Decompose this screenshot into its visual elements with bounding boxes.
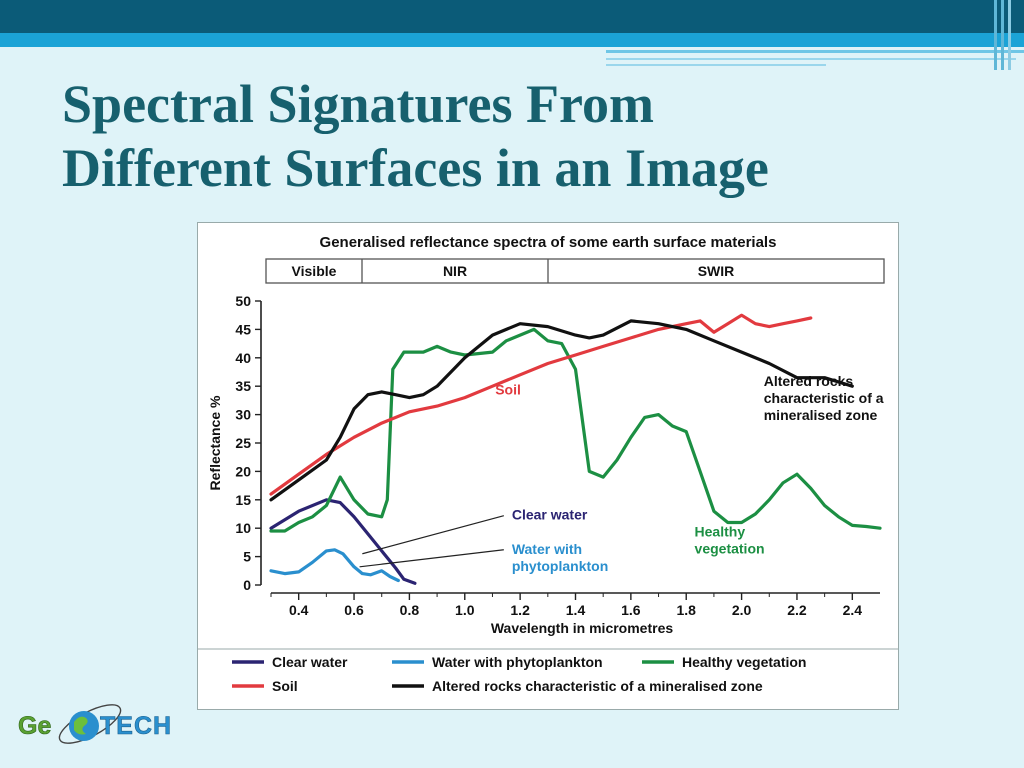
annotation-line: Altered rocks	[764, 373, 854, 389]
series-line-altered-rocks-characteristic-of-a-mineralised-zone	[269, 319, 854, 502]
x-tick-label: 1.6	[621, 602, 641, 618]
annotation-line: vegetation	[695, 541, 765, 557]
banner-right-stripes	[1008, 0, 1011, 70]
banner-right-stripes	[994, 0, 997, 70]
banner-accent-line	[606, 50, 1024, 53]
annotation-line: phytoplankton	[512, 558, 608, 574]
reflectance-chart: Generalised reflectance spectra of some …	[198, 234, 898, 694]
annotation-line: Healthy	[695, 524, 746, 540]
annotation-healthy-vegetation: Healthy vegetation	[695, 524, 765, 557]
y-tick-label: 25	[235, 435, 251, 451]
banner-dark-band	[0, 0, 1024, 33]
legend-label-altered-rocks-characteristic-of-a-mineralised-zone: Altered rocks characteristic of a minera…	[432, 678, 763, 694]
chart-figure: Generalised reflectance spectra of some …	[197, 222, 899, 710]
x-tick-label: 0.6	[344, 602, 364, 618]
y-tick-label: 45	[235, 321, 251, 337]
data-series	[269, 313, 882, 585]
title-line-1: Spectral Signatures From	[62, 74, 654, 134]
y-tick-label: 5	[243, 549, 251, 565]
legend-label-healthy-vegetation: Healthy vegetation	[682, 654, 806, 670]
y-tick-label: 30	[235, 407, 251, 423]
axes: 0 5 10 15 20 25 30 35 40 45 50 0.4 0.6 0.8 1.0 1.2 1.4 1.…	[207, 293, 880, 636]
banner-accent-line	[606, 58, 1016, 60]
legend: Clear water Water with phytoplankton Healt…	[232, 654, 806, 694]
annotation-pointer	[362, 515, 504, 555]
region-nir: NIR	[443, 263, 467, 279]
x-tick-label: 0.8	[400, 602, 420, 618]
x-tick-label: 2.4	[843, 602, 863, 618]
x-tick-label: 0.4	[289, 602, 309, 618]
x-tick-label: 1.4	[566, 602, 586, 618]
annotation-line: Clear water	[512, 507, 588, 523]
y-tick-label: 50	[235, 293, 251, 309]
series-line-clear-water	[269, 498, 417, 585]
x-tick-label: 1.0	[455, 602, 475, 618]
geotech-logo: Ge TECH	[18, 704, 172, 744]
y-tick-label: 20	[235, 463, 251, 479]
y-tick-label: 10	[235, 520, 251, 536]
series-line-healthy-vegetation	[269, 327, 882, 533]
x-tick-label: 2.2	[787, 602, 807, 618]
annotation-line: mineralised zone	[764, 407, 878, 423]
regions-box	[265, 258, 885, 284]
y-tick-label: 35	[235, 378, 251, 394]
x-tick-label: 1.2	[510, 602, 530, 618]
x-tick-label: 2.0	[732, 602, 752, 618]
region-swir: SWIR	[698, 263, 735, 279]
annotation-line: characteristic of a	[764, 390, 884, 406]
legend-label-soil: Soil	[272, 678, 298, 694]
banner-right-stripes	[1001, 0, 1004, 70]
x-axis-label: Wavelength in micrometres	[491, 620, 674, 636]
banner-accent-line	[606, 64, 826, 66]
series-line-soil	[269, 313, 813, 496]
title-line-2: Different Surfaces in an Image	[62, 138, 769, 198]
slide-title: Spectral Signatures From Different Surfa…	[62, 72, 982, 200]
chart-title: Generalised reflectance spectra of some …	[320, 234, 777, 251]
y-tick-label: 0	[243, 577, 251, 593]
top-banner	[0, 0, 1024, 70]
y-tick-label: 40	[235, 350, 251, 366]
region-visible: Visible	[292, 263, 337, 279]
annotation-pointer	[359, 549, 504, 568]
banner-light-band	[0, 33, 1024, 47]
annotation-line: Water with	[512, 541, 582, 557]
annotation-soil: Soil	[495, 382, 521, 398]
globe-land	[74, 716, 88, 735]
y-tick-label: 15	[235, 492, 251, 508]
annotations: Soil Altered rocks characteristic of a mine…	[359, 373, 884, 574]
annotation-altered-rocks-characteristic-of-a-mineralised-zone: Altered rocks characteristic of a minerali…	[764, 373, 884, 423]
legend-label-water-with-phytoplankton: Water with phytoplankton	[432, 654, 603, 670]
annotation-water-with-phytoplankton: Water with phytoplankton	[512, 541, 608, 574]
annotation-line: Soil	[495, 382, 521, 398]
series-line-water-with-phytoplankton	[269, 548, 400, 583]
annotation-clear-water: Clear water	[512, 507, 588, 523]
logo-text-right: TECH	[100, 712, 172, 740]
x-tick-label: 1.8	[676, 602, 696, 618]
legend-label-clear-water: Clear water	[272, 654, 348, 670]
logo-text-left: Ge	[18, 712, 51, 740]
y-axis-label: Reflectance %	[207, 395, 223, 490]
